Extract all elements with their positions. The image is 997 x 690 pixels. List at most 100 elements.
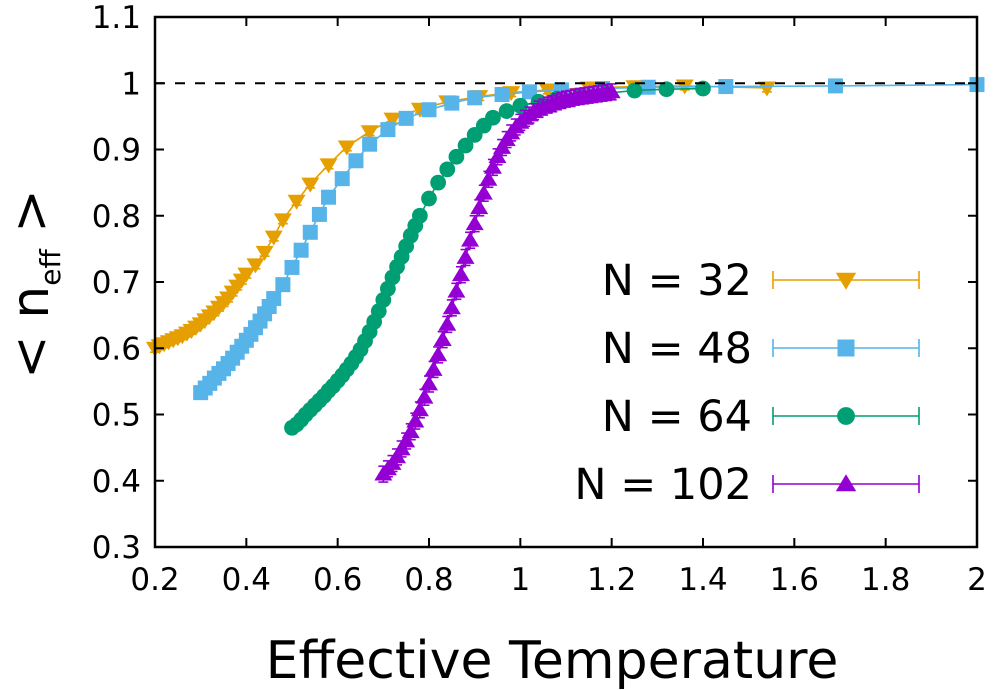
data-point [383,112,402,128]
data-point [718,79,734,95]
data-point [493,138,512,154]
data-point [319,158,338,174]
data-point [439,161,456,178]
legend-label: N = 64 [602,392,752,442]
data-point [658,81,675,98]
x-tick-label: 1.2 [587,562,636,598]
data-point [255,245,274,261]
y-axis-title-subscript: eff [34,249,67,286]
x-tick-label: 1.4 [678,562,727,598]
legend-label: N = 32 [602,256,752,306]
data-point [362,136,378,152]
data-point [467,90,483,106]
legend-label: N = 102 [574,460,752,510]
data-point [498,103,515,119]
data-point [757,81,776,97]
data-point [264,230,283,246]
plot-frame [153,15,979,549]
x-tick-label: 1.6 [770,562,819,598]
data-point [420,375,438,391]
y-tick-label: 0.9 [92,133,141,169]
data-point [401,423,420,439]
data-point [302,224,318,240]
data-point [485,109,501,126]
data-point [827,78,843,94]
legend-label: N = 48 [602,324,752,374]
series-1 [193,77,985,401]
data-point [266,291,282,307]
data-marks [146,77,985,483]
data-point [512,97,529,114]
data-point [521,84,537,100]
data-point [337,140,356,156]
legend-marker [837,407,855,425]
data-point [275,277,291,293]
data-point [398,110,414,126]
legend-marker [835,272,857,290]
x-tick-label: 0.8 [404,562,453,598]
data-point [237,267,256,283]
series-0 [146,79,776,357]
data-point [424,360,443,376]
y-tick-label: 0.3 [92,530,141,566]
y-tick-label: 0.8 [92,199,141,235]
legend: N = 32 N = 48 N = 64 N = 102 [574,256,920,510]
data-point [380,122,396,138]
data-point [483,158,502,174]
data-point [293,242,309,258]
x-tick-label: 2 [967,562,987,598]
data-point [433,331,452,347]
svg-text:< neff >: < neff > [1,189,67,379]
y-tick-label: 0.5 [92,398,141,434]
y-tick-label: 0.7 [92,265,141,301]
data-point [448,148,465,165]
series-2 [284,80,711,436]
y-tick-label: 1.1 [92,0,141,36]
x-tick-label: 1 [510,562,530,598]
y-tick-label: 0.6 [92,331,141,367]
data-point [246,258,265,274]
data-point [273,213,292,229]
data-point [626,82,643,99]
y-axis-title-close: > [1,189,61,249]
data-point [388,448,407,464]
data-point [695,80,711,97]
data-point [457,137,474,154]
data-point [447,282,466,298]
data-point [334,171,350,187]
data-point [392,440,411,456]
y-axis-title-open: < n [1,286,61,379]
x-tick-label: 1.8 [861,562,910,598]
x-tick-label: 0.4 [222,562,271,598]
data-point [311,206,327,222]
data-point [287,194,306,210]
data-point [321,189,337,205]
data-point [470,199,489,215]
data-point [411,207,428,224]
x-axis-title: Effective Temperature [266,631,839,690]
data-point [421,190,437,207]
data-point [444,95,460,111]
data-point [494,87,510,103]
data-point [429,346,448,362]
data-point [406,412,425,428]
y-tick-label: 1 [121,66,141,102]
data-point [442,299,461,315]
y-axis-title: < neff > [1,189,67,379]
legend-marker [837,339,855,357]
y-tick-label: 0.4 [92,464,141,500]
data-point [284,259,300,275]
data-point [438,315,457,331]
x-tick-label: 0.6 [313,562,362,598]
data-point [410,401,429,417]
data-point [301,177,320,193]
series-line [154,85,767,349]
axis-ticks: 0.2 0.4 0.6 0.8 1 1.2 1.4 1.6 1.8 2 0.3 0.4 0.5 0.6 0.… [92,0,987,598]
data-point [474,184,493,200]
series-3 [374,83,621,483]
data-point [456,248,475,264]
data-point [451,266,470,282]
data-point [430,174,447,191]
x-tick-label: 0.2 [130,562,179,598]
